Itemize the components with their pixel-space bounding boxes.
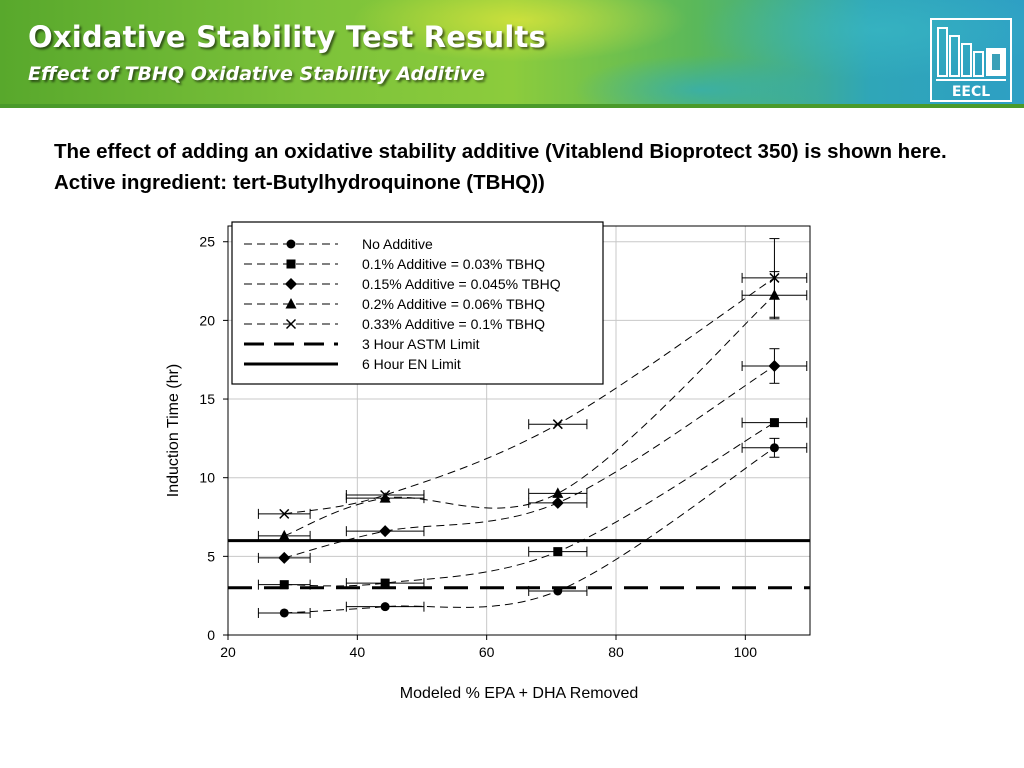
data-point xyxy=(769,272,780,283)
x-tick-label: 60 xyxy=(479,644,495,660)
data-point xyxy=(278,551,291,564)
x-axis-label: Modeled % EPA + DHA Removed xyxy=(400,685,639,702)
data-point xyxy=(551,496,564,509)
legend-marker-triangle xyxy=(285,298,297,309)
legend: No Additive 0.1% Additive = 0.03% TBHQ 0.1… xyxy=(231,221,604,385)
legend-label: 6 Hour EN Limit xyxy=(362,356,461,372)
y-tick-label: 25 xyxy=(199,234,215,250)
legend-label: 0.2% Additive = 0.06% TBHQ xyxy=(362,296,545,312)
data-point xyxy=(379,525,392,538)
legend-box xyxy=(231,221,604,385)
data-point xyxy=(380,578,390,588)
y-tick-label: 10 xyxy=(199,470,215,486)
x-tick-label: 100 xyxy=(734,644,758,660)
series-diamond xyxy=(257,348,808,564)
y-tick-label: 0 xyxy=(207,627,215,643)
data-point xyxy=(769,443,779,453)
series-x xyxy=(257,238,808,519)
legend-label: No Additive xyxy=(362,236,433,252)
x-tick-label: 20 xyxy=(220,644,236,660)
slide-subtitle: Effect of TBHQ Oxidative Stability Addit… xyxy=(28,63,486,85)
y-tick-label: 15 xyxy=(199,391,215,407)
y-tick-label: 5 xyxy=(207,548,215,564)
data-point xyxy=(279,608,289,618)
series-square xyxy=(257,417,808,590)
data-point xyxy=(768,360,781,373)
intro-paragraph: The effect of adding an oxidative stabil… xyxy=(54,140,947,194)
data-point xyxy=(552,419,563,430)
y-tick-label: 20 xyxy=(199,312,215,328)
data-point xyxy=(279,508,290,519)
legend-marker-x xyxy=(285,318,297,330)
x-tick-label: 80 xyxy=(608,644,624,660)
legend-label: 0.1% Additive = 0.03% TBHQ xyxy=(362,256,545,272)
title-banner: Oxidative Stability Test Results Effect … xyxy=(0,0,1024,108)
data-point xyxy=(553,586,563,596)
data-point xyxy=(279,580,289,590)
legend-label: 0.15% Additive = 0.045% TBHQ xyxy=(362,276,561,292)
series-curve xyxy=(284,294,775,537)
data-point xyxy=(769,418,779,428)
data-point xyxy=(552,487,564,498)
data-point xyxy=(553,547,563,557)
data-point xyxy=(278,529,290,541)
x-tick-label: 40 xyxy=(350,644,366,660)
series-curve xyxy=(284,277,775,515)
series-curve xyxy=(284,422,775,587)
data-point xyxy=(380,602,390,612)
series-circle xyxy=(257,437,808,618)
legend-marker-square xyxy=(286,259,296,269)
series-curve xyxy=(284,365,775,559)
y-axis-label: Induction Time (hr) xyxy=(165,364,182,497)
legend-marker-circle xyxy=(286,239,296,249)
legend-label: 0.33% Additive = 0.1% TBHQ xyxy=(362,316,545,332)
series-curve xyxy=(284,447,775,614)
data-point xyxy=(379,492,391,503)
data-point xyxy=(380,489,391,501)
eecl-logo: EECL xyxy=(930,18,1012,102)
legend-label: 3 Hour ASTM Limit xyxy=(362,336,480,352)
slide-title: Oxidative Stability Test Results xyxy=(28,20,547,54)
legend-marker-diamond xyxy=(285,278,297,290)
logo-text: EECL xyxy=(952,84,990,100)
